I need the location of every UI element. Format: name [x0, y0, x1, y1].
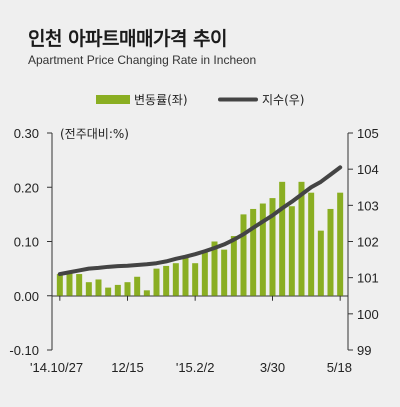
bar — [143, 290, 150, 296]
legend-line-label: 지수(우) — [262, 93, 304, 107]
line-series — [57, 165, 343, 277]
right-axis-ticks: 99 100 101 102 103 104 105 — [348, 126, 379, 358]
bar — [163, 265, 170, 296]
right-tick-label: 105 — [357, 126, 379, 141]
x-axis-ticks: '14.10/27 12/15 '15.2/2 3/30 5/18 — [30, 295, 352, 375]
bar — [201, 252, 208, 296]
bar — [337, 192, 344, 296]
bar-series — [56, 181, 344, 296]
legend-bar-label: 변동률(좌) — [134, 93, 188, 107]
bar — [172, 263, 179, 296]
bar — [279, 181, 286, 296]
x-tick-label: '14.10/27 — [30, 360, 83, 375]
x-tick-label: 3/30 — [260, 360, 285, 375]
bar — [95, 279, 102, 296]
left-tick-label: -0.10 — [9, 343, 39, 358]
bar — [192, 263, 199, 296]
chart-subtitle: Apartment Price Changing Rate in Incheon — [28, 53, 257, 67]
bar — [269, 198, 276, 296]
bar — [182, 257, 189, 296]
right-tick-label: 99 — [357, 343, 371, 358]
legend-bar-swatch — [96, 95, 130, 104]
right-tick-label: 104 — [357, 162, 379, 177]
bar — [327, 208, 334, 296]
bar — [288, 206, 295, 296]
bar — [259, 203, 266, 296]
right-tick-label: 100 — [357, 307, 379, 322]
bar — [317, 230, 324, 296]
x-tick-label: 5/18 — [327, 360, 352, 375]
bar — [211, 241, 218, 296]
bar — [105, 287, 112, 296]
left-tick-label: 0.10 — [14, 235, 39, 250]
bar — [240, 214, 247, 296]
bar — [66, 271, 73, 296]
chart-title: 인천 아파트매매가격 추이 — [28, 28, 228, 50]
index-line — [57, 165, 343, 277]
x-tick-label: '15.2/2 — [176, 360, 215, 375]
legend: 변동률(좌) 지수(우) — [96, 93, 304, 107]
bar — [250, 208, 257, 296]
bar — [85, 282, 92, 296]
bar — [230, 236, 237, 296]
left-axis-ticks: -0.10 0.00 0.10 0.20 0.30 — [9, 126, 52, 358]
bar — [114, 284, 121, 296]
bar — [134, 276, 141, 296]
right-tick-label: 103 — [357, 198, 379, 213]
bar — [56, 274, 63, 296]
bar — [124, 282, 131, 296]
left-tick-label: 0.30 — [14, 126, 39, 141]
bar — [298, 181, 305, 296]
bar — [221, 249, 228, 296]
x-tick-label: 12/15 — [111, 360, 144, 375]
right-tick-label: 101 — [357, 271, 379, 286]
bar — [76, 274, 83, 296]
bar — [153, 268, 160, 296]
bar — [308, 192, 315, 296]
right-tick-label: 102 — [357, 235, 379, 250]
left-tick-label: 0.20 — [14, 180, 39, 195]
unit-label: (전주대비:%) — [60, 127, 129, 141]
left-tick-label: 0.00 — [14, 289, 39, 304]
